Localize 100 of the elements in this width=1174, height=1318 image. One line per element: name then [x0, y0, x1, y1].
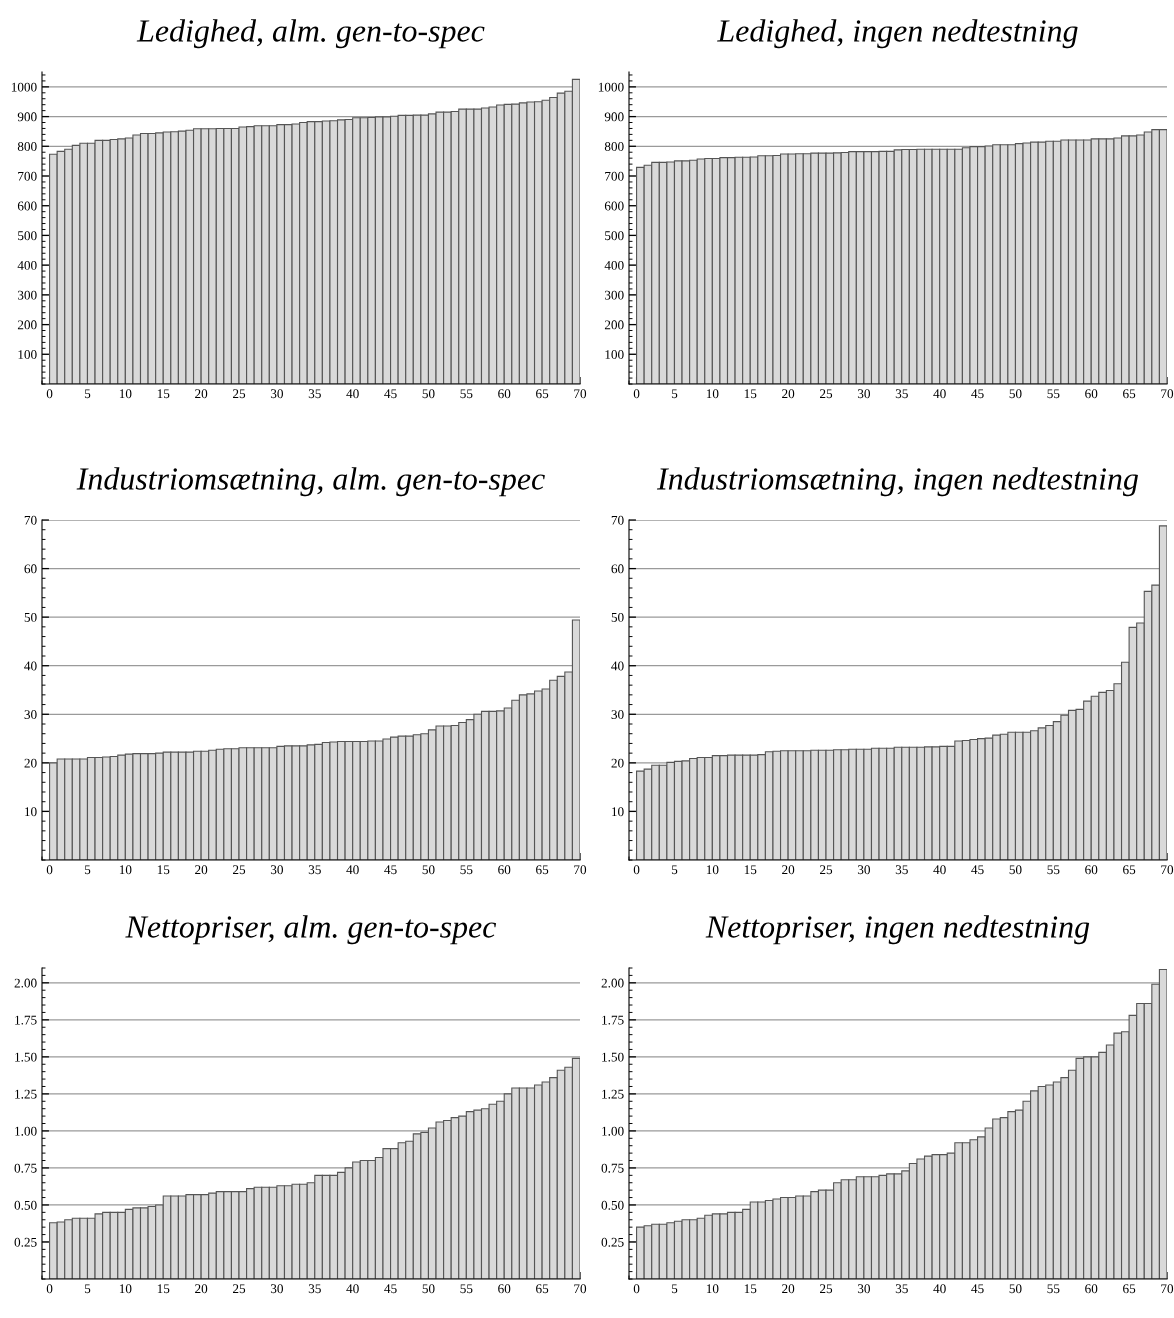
x-tick-label: 55 — [1047, 389, 1060, 399]
y-tick-label: 10 — [612, 807, 624, 817]
x-tick-label: 40 — [933, 865, 946, 875]
y-tick-label: 1.50 — [602, 1052, 624, 1062]
x-tick-label: 45 — [384, 1284, 397, 1294]
x-tick-label: 50 — [422, 865, 435, 875]
y-tick-label: 0.75 — [601, 1163, 624, 1173]
y-tick-label: 100 — [605, 350, 624, 359]
y-tick-label: 1000 — [11, 82, 37, 92]
x-tick-label: 30 — [857, 389, 870, 399]
x-tick-label: 10 — [706, 1284, 719, 1294]
x-tick-label: 65 — [536, 1284, 549, 1294]
x-tick-label: 15 — [157, 389, 170, 399]
y-tick-label: 10 — [25, 807, 37, 817]
x-tick-label: 30 — [270, 389, 283, 399]
x-tick-label: 10 — [119, 1284, 132, 1294]
x-tick-label: 50 — [1009, 389, 1022, 399]
x-tick-label: 0 — [46, 865, 53, 875]
x-tick-label: 0 — [633, 389, 640, 399]
x-tick-label: 25 — [233, 389, 246, 399]
x-tick-label: 40 — [933, 389, 946, 399]
x-tick-label: 10 — [706, 865, 719, 875]
chart-title: Ledighed, alm. gen-to-spec — [136, 19, 485, 49]
y-tick-label: 60 — [611, 564, 624, 574]
y-tick-label: 1.25 — [602, 1089, 624, 1099]
y-tick-label: 20 — [24, 758, 37, 768]
x-tick-label: 35 — [308, 1284, 321, 1294]
y-tick-label: 400 — [17, 260, 37, 270]
y-tick-label: 50 — [24, 612, 37, 622]
x-tick-label: 5 — [84, 865, 91, 875]
x-tick-label: 30 — [857, 865, 870, 875]
x-tick-label: 10 — [706, 389, 719, 399]
x-tick-label: 35 — [895, 389, 908, 399]
y-tick-label: 500 — [18, 231, 37, 241]
chart-title: Nettopriser, ingen nedtestning — [705, 915, 1090, 945]
x-tick-label: 10 — [119, 389, 132, 399]
x-tick-label: 70 — [574, 1284, 587, 1294]
y-tick-label: 800 — [604, 142, 624, 151]
x-tick-label: 55 — [460, 389, 473, 399]
x-tick-label: 70 — [1161, 389, 1174, 399]
y-tick-label: 70 — [24, 515, 37, 525]
x-tick-label: 35 — [895, 865, 908, 875]
x-tick-label: 50 — [422, 1284, 435, 1294]
x-tick-label: 20 — [782, 865, 795, 875]
x-tick-label: 0 — [46, 389, 53, 399]
x-tick-label: 30 — [857, 1284, 870, 1294]
x-tick-label: 20 — [195, 1284, 208, 1294]
x-tick-label: 65 — [1123, 389, 1136, 399]
x-tick-label: 60 — [1085, 389, 1098, 399]
x-tick-label: 60 — [1085, 1284, 1098, 1294]
x-tick-label: 10 — [119, 865, 132, 875]
x-tick-label: 30 — [270, 1284, 283, 1294]
y-tick-label: 0.75 — [14, 1163, 37, 1173]
x-tick-label: 70 — [574, 389, 587, 399]
x-tick-label: 5 — [84, 389, 91, 399]
y-tick-label: 2.00 — [601, 978, 624, 988]
y-tick-label: 100 — [18, 350, 37, 359]
x-tick-label: 0 — [633, 1284, 640, 1294]
x-tick-label: 45 — [384, 389, 397, 399]
x-tick-label: 15 — [157, 1284, 170, 1294]
x-tick-label: 0 — [46, 1284, 53, 1294]
x-tick-label: 60 — [1085, 865, 1098, 875]
y-tick-label: 700 — [605, 171, 624, 181]
x-tick-label: 5 — [671, 865, 678, 875]
x-tick-label: 45 — [971, 865, 984, 875]
y-tick-label: 300 — [17, 290, 37, 300]
x-tick-label: 25 — [820, 1284, 833, 1294]
y-tick-label: 30 — [611, 710, 624, 719]
y-tick-label: 0.50 — [601, 1200, 624, 1210]
x-tick-label: 50 — [1009, 1284, 1022, 1294]
y-tick-label: 700 — [18, 171, 37, 181]
x-tick-label: 70 — [574, 865, 587, 875]
y-tick-label: 900 — [17, 112, 37, 122]
x-tick-label: 30 — [270, 865, 283, 875]
x-tick-label: 45 — [971, 389, 984, 399]
x-tick-label: 65 — [536, 389, 549, 399]
y-tick-label: 40 — [611, 661, 624, 671]
x-tick-label: 40 — [346, 1284, 359, 1294]
y-tick-label: 800 — [17, 142, 37, 151]
x-tick-label: 55 — [460, 865, 473, 875]
y-tick-label: 30 — [24, 710, 37, 719]
x-tick-label: 5 — [84, 1284, 91, 1294]
x-tick-label: 55 — [1047, 1284, 1060, 1294]
x-tick-label: 60 — [498, 865, 511, 875]
x-tick-label: 35 — [308, 389, 321, 399]
x-tick-label: 70 — [1161, 1284, 1174, 1294]
y-tick-label: 500 — [605, 231, 624, 241]
y-tick-label: 300 — [604, 290, 624, 300]
chart-title: Nettopriser, alm. gen-to-spec — [125, 915, 497, 945]
x-tick-label: 45 — [384, 865, 397, 875]
y-tick-label: 900 — [604, 112, 624, 122]
y-tick-label: 1.75 — [15, 1015, 37, 1025]
y-tick-label: 200 — [17, 320, 37, 330]
y-tick-label: 0.50 — [14, 1200, 37, 1210]
y-tick-label: 70 — [611, 515, 624, 525]
x-tick-label: 0 — [633, 865, 640, 875]
x-tick-label: 15 — [157, 865, 170, 875]
x-tick-label: 40 — [933, 1284, 946, 1294]
x-tick-label: 15 — [744, 389, 757, 399]
x-tick-label: 5 — [671, 1284, 678, 1294]
